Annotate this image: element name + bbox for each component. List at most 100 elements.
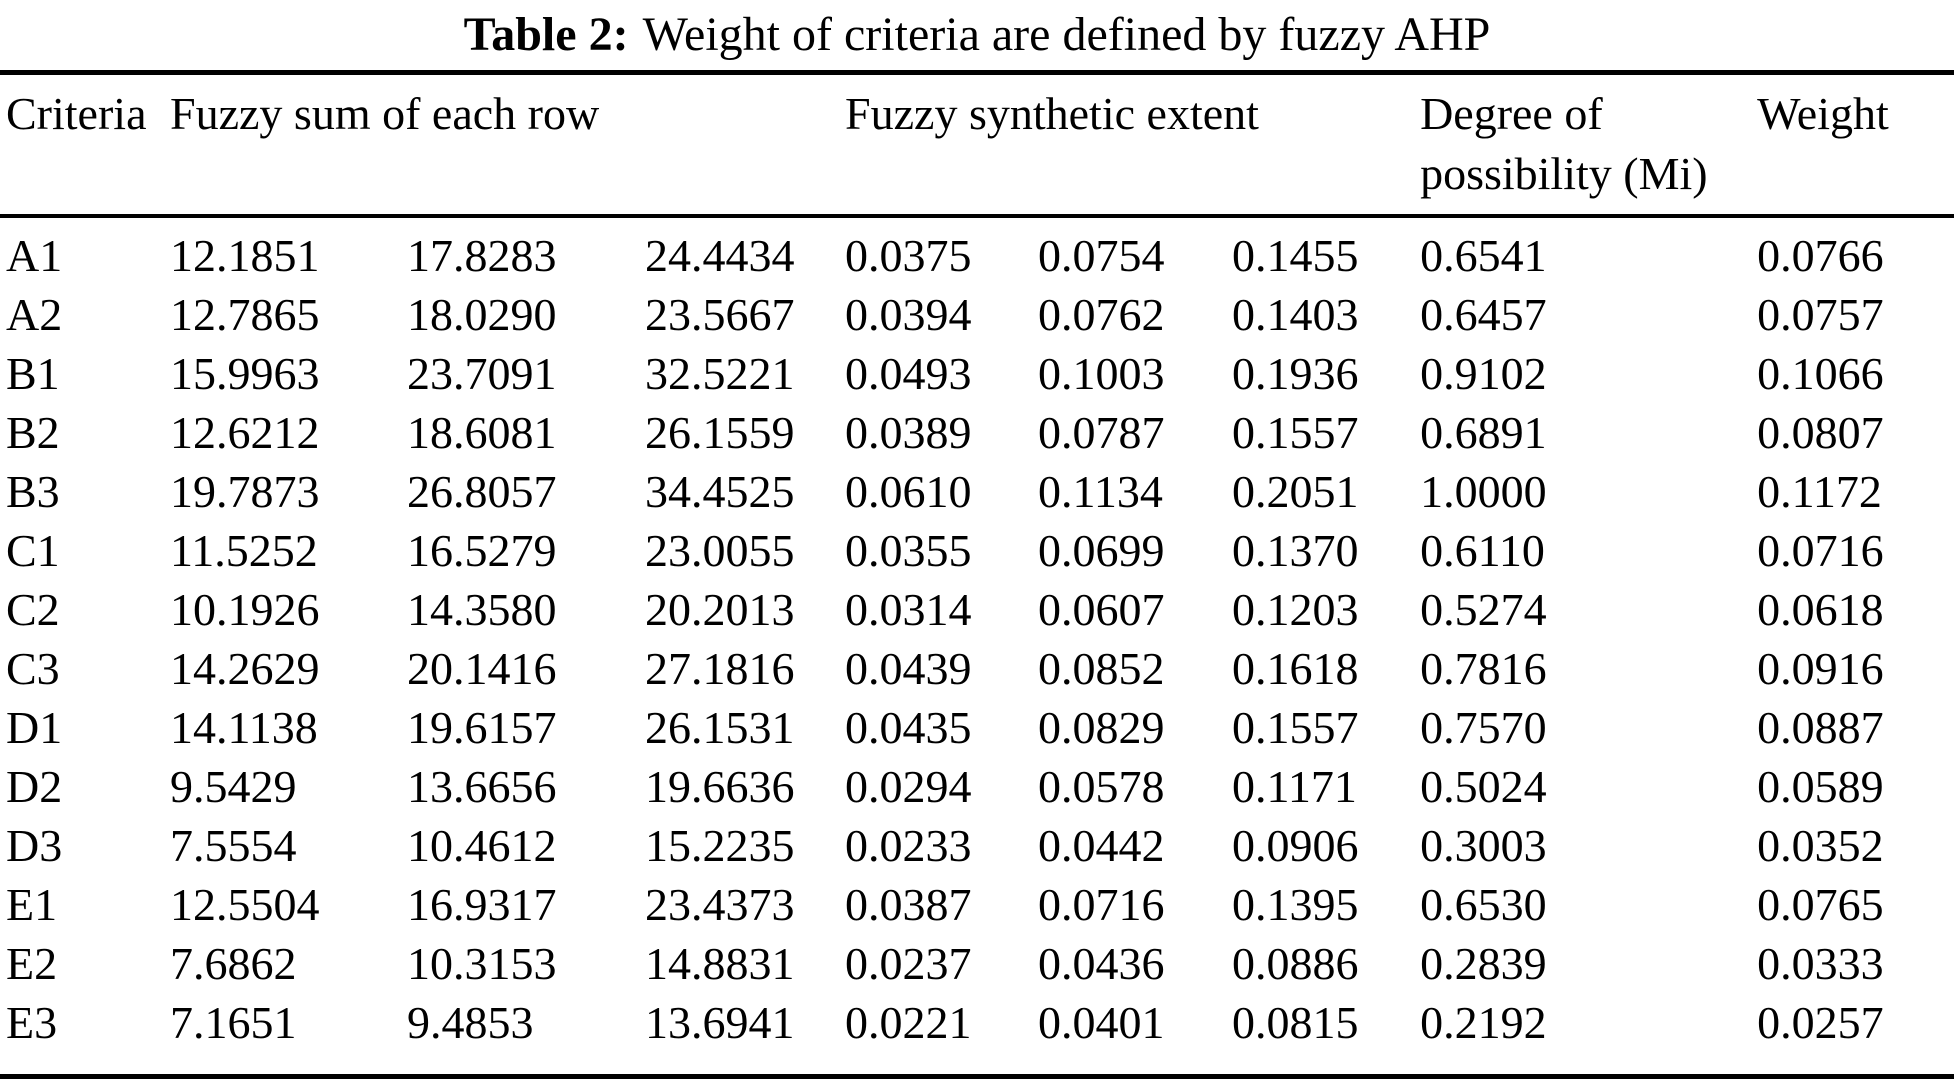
cell-degree-of-possibility: 0.2192 <box>1420 997 1547 1048</box>
cell-synthetic-extent-upper: 0.1936 <box>1232 348 1359 399</box>
table-row: D3 7.5554 10.4612 15.2235 0.0233 0.0442 0.0906… <box>0 816 1954 875</box>
cell-synthetic-extent-upper: 0.1455 <box>1232 230 1359 281</box>
cell-fuzzy-sum-lower: 19.7873 <box>170 466 320 517</box>
table-row: E1 12.5504 16.9317 23.4373 0.0387 0.0716 0.139… <box>0 875 1954 934</box>
cell-fuzzy-sum-lower: 7.5554 <box>170 820 297 871</box>
cell-criteria: D3 <box>6 820 63 871</box>
cell-fuzzy-sum-middle: 10.4612 <box>407 820 557 871</box>
table-row: B1 15.9963 23.7091 32.5221 0.0493 0.1003 0.193… <box>0 344 1954 403</box>
cell-fuzzy-sum-upper: 32.5221 <box>645 348 795 399</box>
cell-synthetic-extent-upper: 0.1171 <box>1232 761 1357 812</box>
header-weight: Weight <box>1757 88 1889 139</box>
cell-criteria: B3 <box>6 466 60 517</box>
cell-degree-of-possibility: 0.3003 <box>1420 820 1547 871</box>
cell-fuzzy-sum-upper: 20.2013 <box>645 584 795 635</box>
cell-degree-of-possibility: 0.6110 <box>1420 525 1545 576</box>
fuzzy-ahp-weights-table: Criteria Fuzzy sum of each row Fuzzy syn… <box>0 70 1954 1079</box>
cell-fuzzy-sum-middle: 17.8283 <box>407 230 557 281</box>
cell-synthetic-extent-lower: 0.0294 <box>845 761 972 812</box>
cell-weight: 0.0589 <box>1757 761 1884 812</box>
table-caption: Table 2: Weight of criteria are defined b… <box>0 0 1954 66</box>
cell-synthetic-extent-upper: 0.1395 <box>1232 879 1359 930</box>
cell-synthetic-extent-lower: 0.0355 <box>845 525 972 576</box>
header-row: Criteria Fuzzy sum of each row Fuzzy syn… <box>0 73 1954 216</box>
cell-fuzzy-sum-upper: 27.1816 <box>645 643 795 694</box>
cell-fuzzy-sum-lower: 11.5252 <box>170 525 318 576</box>
cell-synthetic-extent-middle: 0.0699 <box>1038 525 1165 576</box>
cell-criteria: C1 <box>6 525 60 576</box>
cell-weight: 0.0757 <box>1757 289 1884 340</box>
header-degree-of-possibility: Degree of possibility (Mi) <box>1420 88 1708 199</box>
cell-degree-of-possibility: 0.6457 <box>1420 289 1547 340</box>
cell-fuzzy-sum-upper: 13.6941 <box>645 997 795 1048</box>
cell-fuzzy-sum-lower: 12.5504 <box>170 879 320 930</box>
table-row: C2 10.1926 14.3580 20.2013 0.0314 0.0607 0.120… <box>0 580 1954 639</box>
cell-fuzzy-sum-lower: 14.1138 <box>170 702 318 753</box>
cell-synthetic-extent-middle: 0.0442 <box>1038 820 1165 871</box>
cell-criteria: C3 <box>6 643 60 694</box>
cell-weight: 0.0765 <box>1757 879 1884 930</box>
table-row: B3 19.7873 26.8057 34.4525 0.0610 0.1134 0.205… <box>0 462 1954 521</box>
table-row: D2 9.5429 13.6656 19.6636 0.0294 0.0578 0.1171… <box>0 757 1954 816</box>
header-fuzzy-synthetic-extent: Fuzzy synthetic extent <box>845 88 1259 139</box>
cell-criteria: A1 <box>6 230 63 281</box>
cell-weight: 0.0333 <box>1757 938 1884 989</box>
cell-degree-of-possibility: 0.6530 <box>1420 879 1547 930</box>
cell-fuzzy-sum-upper: 23.4373 <box>645 879 795 930</box>
cell-weight: 0.0807 <box>1757 407 1884 458</box>
cell-fuzzy-sum-lower: 15.9963 <box>170 348 320 399</box>
cell-fuzzy-sum-upper: 24.4434 <box>645 230 795 281</box>
cell-criteria: E3 <box>6 997 58 1048</box>
table-row: A1 12.1851 17.8283 24.4434 0.0375 0.0754 0.145… <box>0 216 1954 285</box>
cell-criteria: A2 <box>6 289 63 340</box>
cell-degree-of-possibility: 0.7816 <box>1420 643 1547 694</box>
cell-synthetic-extent-middle: 0.0401 <box>1038 997 1165 1048</box>
cell-synthetic-extent-lower: 0.0387 <box>845 879 972 930</box>
cell-fuzzy-sum-middle: 14.3580 <box>407 584 557 635</box>
table-row: E3 7.1651 9.4853 13.6941 0.0221 0.0401 0.0815 0… <box>0 993 1954 1077</box>
cell-fuzzy-sum-upper: 15.2235 <box>645 820 795 871</box>
cell-synthetic-extent-upper: 0.1203 <box>1232 584 1359 635</box>
cell-fuzzy-sum-middle: 16.9317 <box>407 879 557 930</box>
cell-degree-of-possibility: 0.6541 <box>1420 230 1547 281</box>
cell-fuzzy-sum-upper: 19.6636 <box>645 761 795 812</box>
cell-weight: 0.1066 <box>1757 348 1884 399</box>
cell-synthetic-extent-upper: 0.1557 <box>1232 702 1359 753</box>
cell-criteria: C2 <box>6 584 60 635</box>
table-body: A1 12.1851 17.8283 24.4434 0.0375 0.0754 0.145… <box>0 216 1954 1077</box>
cell-fuzzy-sum-upper: 34.4525 <box>645 466 795 517</box>
cell-synthetic-extent-upper: 0.1557 <box>1232 407 1359 458</box>
cell-fuzzy-sum-lower: 7.1651 <box>170 997 297 1048</box>
cell-weight: 0.0618 <box>1757 584 1884 635</box>
table-row: A2 12.7865 18.0290 23.5667 0.0394 0.0762 0.140… <box>0 285 1954 344</box>
cell-synthetic-extent-upper: 0.1618 <box>1232 643 1359 694</box>
cell-fuzzy-sum-middle: 13.6656 <box>407 761 557 812</box>
cell-fuzzy-sum-lower: 7.6862 <box>170 938 297 989</box>
cell-synthetic-extent-middle: 0.0436 <box>1038 938 1165 989</box>
cell-synthetic-extent-middle: 0.0716 <box>1038 879 1165 930</box>
table-caption-label: Table 2: <box>463 8 629 61</box>
cell-synthetic-extent-lower: 0.0389 <box>845 407 972 458</box>
cell-weight: 0.0257 <box>1757 997 1884 1048</box>
cell-fuzzy-sum-middle: 23.7091 <box>407 348 557 399</box>
cell-fuzzy-sum-lower: 12.1851 <box>170 230 320 281</box>
cell-fuzzy-sum-middle: 19.6157 <box>407 702 557 753</box>
cell-synthetic-extent-lower: 0.0439 <box>845 643 972 694</box>
header-fuzzy-sum-of-each-row: Fuzzy sum of each row <box>170 88 600 139</box>
cell-synthetic-extent-lower: 0.0221 <box>845 997 972 1048</box>
table-row: E2 7.6862 10.3153 14.8831 0.0237 0.0436 0.0886… <box>0 934 1954 993</box>
cell-fuzzy-sum-lower: 9.5429 <box>170 761 297 812</box>
cell-synthetic-extent-lower: 0.0435 <box>845 702 972 753</box>
cell-fuzzy-sum-lower: 12.7865 <box>170 289 320 340</box>
cell-synthetic-extent-lower: 0.0314 <box>845 584 972 635</box>
cell-fuzzy-sum-middle: 18.6081 <box>407 407 557 458</box>
cell-synthetic-extent-lower: 0.0233 <box>845 820 972 871</box>
cell-degree-of-possibility: 0.9102 <box>1420 348 1547 399</box>
cell-fuzzy-sum-middle: 18.0290 <box>407 289 557 340</box>
cell-weight: 0.0716 <box>1757 525 1884 576</box>
cell-degree-of-possibility: 0.2839 <box>1420 938 1547 989</box>
cell-fuzzy-sum-upper: 14.8831 <box>645 938 795 989</box>
cell-synthetic-extent-upper: 0.2051 <box>1232 466 1359 517</box>
cell-criteria: B1 <box>6 348 60 399</box>
